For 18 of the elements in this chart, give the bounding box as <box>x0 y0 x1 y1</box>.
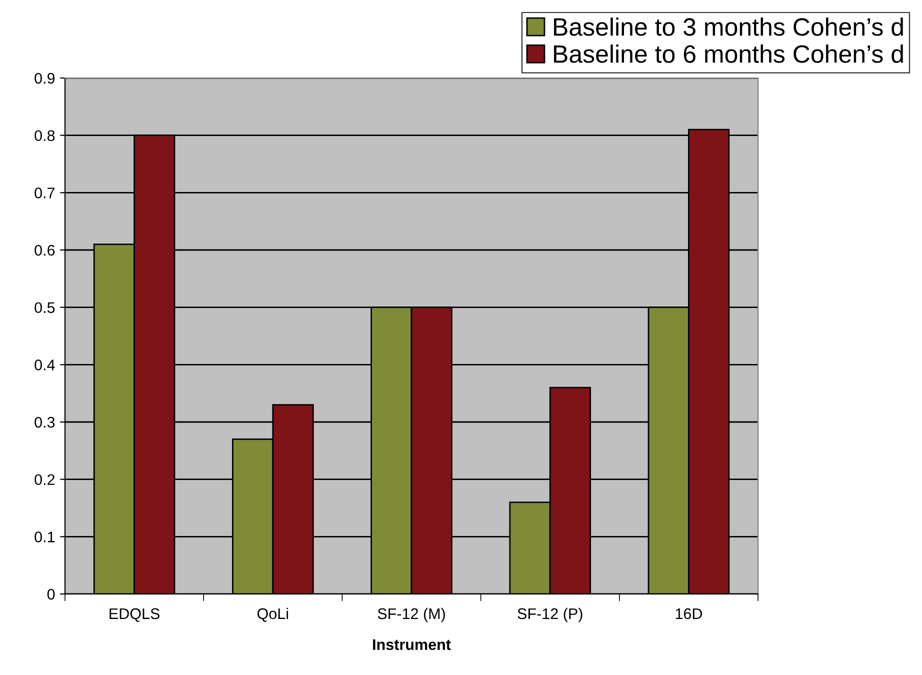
y-tick-label: 0.8 <box>34 130 55 142</box>
x-tick-label: EDQLS <box>110 608 160 622</box>
legend-label: Baseline to 6 months Cohen’s d <box>554 44 903 63</box>
x-tick-label: SF-12 (M) <box>378 608 445 622</box>
y-tick-label: 0.4 <box>34 360 55 370</box>
x-tick-label: SF-12 (P) <box>518 608 582 622</box>
y-tick-label: 0.1 <box>34 532 55 542</box>
y-tick-label: 0.5 <box>34 302 55 314</box>
y-tick-label: 0.6 <box>34 244 55 256</box>
y-tick-label: 0.3 <box>34 416 55 428</box>
y-tick-label: 0.2 <box>34 474 55 486</box>
legend-label: Baseline to 3 months Cohen’s d <box>554 18 903 36</box>
y-tick-label: 0 <box>47 588 55 600</box>
x-tick-label: QoLi <box>257 608 288 622</box>
y-tick-label: 0.9 <box>34 72 55 84</box>
x-axis-title: Instrument <box>373 639 451 650</box>
y-tick-label: 0.7 <box>34 188 55 198</box>
x-tick-label: 16D <box>676 608 702 620</box>
